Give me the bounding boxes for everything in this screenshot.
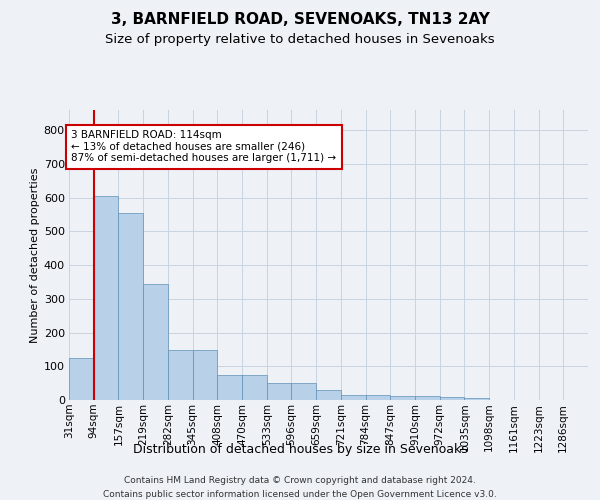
Bar — [390, 396, 415, 400]
Bar — [415, 396, 440, 400]
Bar — [316, 390, 341, 400]
Bar — [94, 196, 118, 400]
Text: Distribution of detached houses by size in Sevenoaks: Distribution of detached houses by size … — [133, 442, 467, 456]
Bar — [292, 383, 316, 400]
Bar — [267, 383, 292, 400]
Bar — [168, 350, 193, 400]
Bar — [464, 398, 489, 400]
Text: Size of property relative to detached houses in Sevenoaks: Size of property relative to detached ho… — [105, 32, 495, 46]
Bar — [217, 374, 242, 400]
Text: 3, BARNFIELD ROAD, SEVENOAKS, TN13 2AY: 3, BARNFIELD ROAD, SEVENOAKS, TN13 2AY — [110, 12, 490, 28]
Y-axis label: Number of detached properties: Number of detached properties — [29, 168, 40, 342]
Bar — [118, 213, 143, 400]
Bar — [440, 398, 464, 400]
Bar — [143, 284, 168, 400]
Text: Contains HM Land Registry data © Crown copyright and database right 2024.: Contains HM Land Registry data © Crown c… — [124, 476, 476, 485]
Text: Contains public sector information licensed under the Open Government Licence v3: Contains public sector information licen… — [103, 490, 497, 499]
Bar — [242, 374, 267, 400]
Bar — [365, 395, 390, 400]
Bar — [341, 395, 365, 400]
Text: 3 BARNFIELD ROAD: 114sqm
← 13% of detached houses are smaller (246)
87% of semi-: 3 BARNFIELD ROAD: 114sqm ← 13% of detach… — [71, 130, 337, 164]
Bar — [193, 350, 217, 400]
Bar — [69, 358, 94, 400]
